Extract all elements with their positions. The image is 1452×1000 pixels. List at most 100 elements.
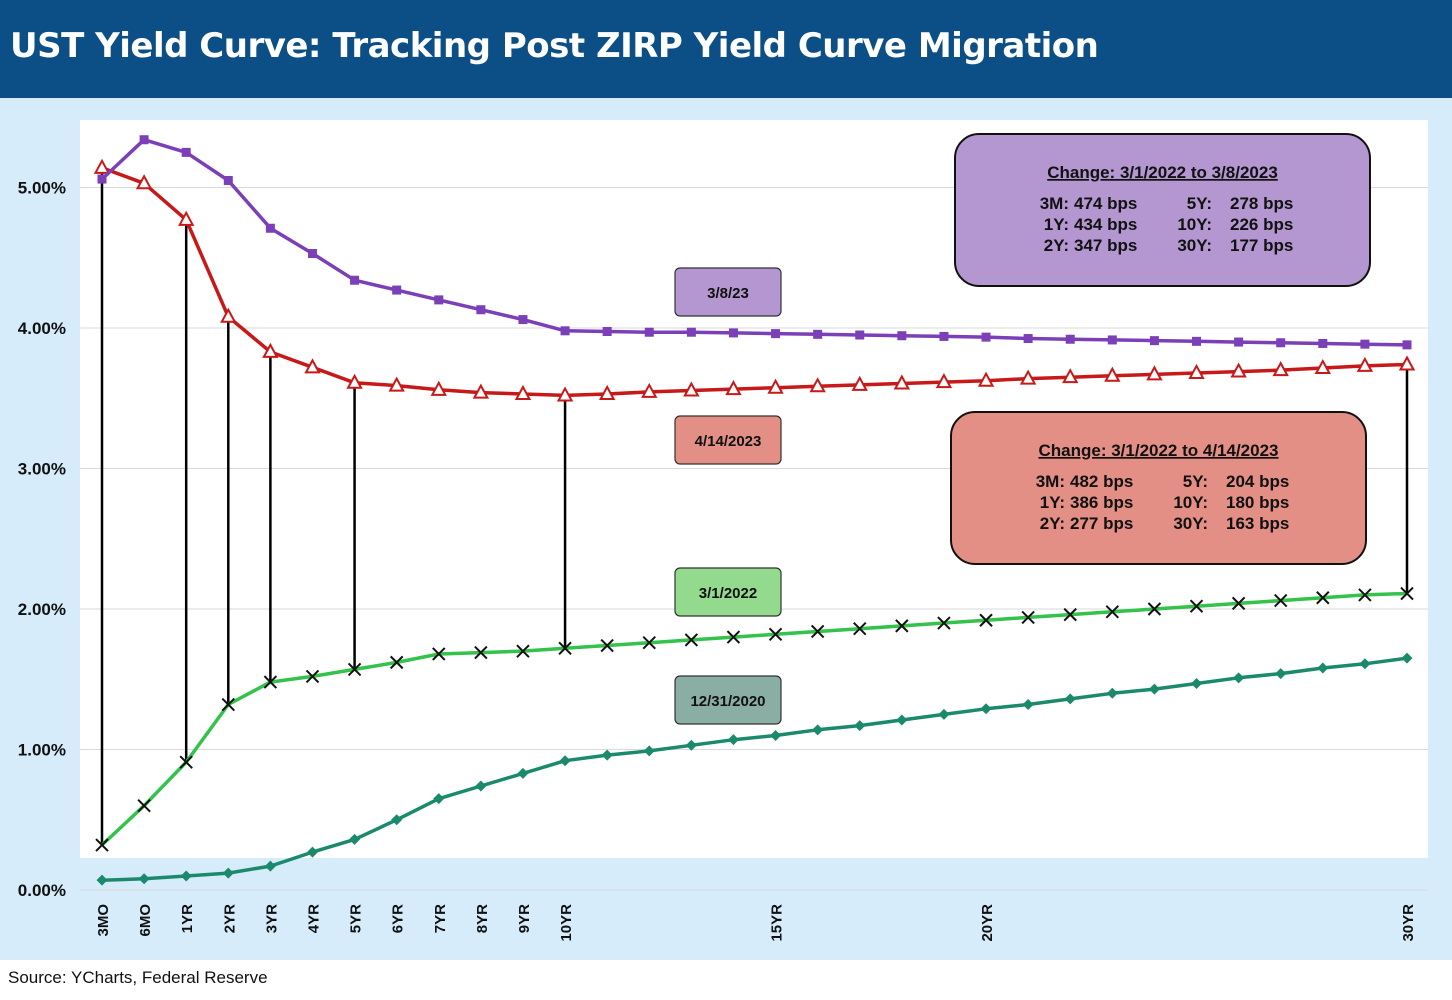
x-tick-label: 4YR: [305, 904, 322, 933]
series-line: [100, 137, 1408, 347]
data-point: [559, 755, 571, 767]
data-point: [1021, 610, 1035, 625]
data-point: [178, 210, 195, 226]
data-point: [1233, 672, 1245, 684]
data-point: [977, 371, 995, 387]
series-labels: 3/8/23 4/14/2023 3/1/2022 12/31/2020: [674, 267, 782, 725]
series-lines: [93, 135, 1416, 886]
data-point: [180, 870, 192, 882]
data-point: [768, 627, 783, 641]
data-point: [979, 613, 993, 627]
data-point: [475, 780, 487, 792]
annotation-value: 226 bps: [1230, 215, 1293, 234]
data-point: [851, 375, 868, 391]
data-point: [518, 315, 528, 325]
data-point: [1402, 340, 1412, 350]
data-point: [980, 703, 992, 715]
data-point: [433, 793, 445, 805]
y-axis-tick-labels: 0.00% 1.00% 2.00% 3.00% 4.00% 5.00%: [18, 179, 66, 901]
data-point: [981, 332, 991, 342]
y-tick-label: 4.00%: [18, 319, 66, 338]
data-point: [1192, 336, 1202, 346]
data-point: [1105, 605, 1120, 619]
x-axis-tick-labels: 3MO 6MO 1YR 2YR 3YR 4YR 5YR 6YR 7YR 8YR 9YR 10YR 15Y…: [95, 904, 1417, 942]
data-point: [135, 174, 153, 190]
series-line: [100, 591, 1408, 847]
data-point: [771, 329, 781, 339]
data-point: [389, 655, 404, 670]
data-point: [642, 636, 656, 650]
x-tick-label: 6YR: [390, 904, 407, 933]
data-point: [1148, 683, 1160, 695]
data-point: [517, 767, 529, 779]
data-point: [1398, 355, 1416, 371]
data-point: [641, 382, 658, 398]
data-point: [937, 616, 951, 630]
data-point: [810, 624, 825, 639]
data-point: [727, 734, 739, 746]
data-point: [391, 814, 403, 826]
annotation-key: 2Y:: [1040, 514, 1065, 533]
data-point: [1191, 677, 1203, 689]
data-point: [349, 833, 361, 845]
annotation-key: 1Y:: [1040, 493, 1065, 512]
data-point: [855, 330, 865, 340]
data-point: [1106, 687, 1118, 699]
change-annotation: Change: 3/1/2022 to 3/8/2023 3M: 474 bps 5Y…: [954, 133, 1371, 287]
data-point: [813, 329, 823, 339]
annotation-value: 180 bps: [1226, 493, 1289, 512]
data-point: [1234, 337, 1244, 347]
data-point: [1062, 368, 1079, 384]
data-point: [726, 630, 741, 644]
data-point: [895, 619, 909, 633]
data-point: [138, 873, 150, 885]
x-tick-label: 30YR: [1400, 904, 1417, 942]
data-point: [1149, 336, 1159, 346]
data-point: [306, 846, 318, 858]
data-point: [602, 327, 612, 337]
data-point: [897, 331, 907, 341]
data-point: [1019, 369, 1037, 385]
x-tick-label: 1YR: [179, 904, 196, 933]
data-point: [1022, 699, 1034, 711]
annotation-value: 386 bps: [1070, 493, 1133, 512]
x-tick-label: 2YR: [221, 904, 238, 933]
series-label: 12/31/2020: [674, 675, 782, 725]
data-point: [1231, 596, 1246, 611]
data-point: [725, 380, 742, 396]
data-point: [1400, 586, 1414, 601]
annotation-title: Change: 3/1/2022 to 4/14/2023: [1038, 441, 1278, 460]
x-tick-label: 9YR: [516, 904, 533, 933]
data-point: [1359, 658, 1371, 670]
yield-curve-chart: 0.00% 1.00% 2.00% 3.00% 4.00% 5.00% 3MO 6MO 1YR…: [18, 120, 1428, 942]
y-tick-label: 5.00%: [18, 179, 66, 198]
annotation-key: 5Y:: [1183, 472, 1208, 491]
data-point: [430, 380, 447, 396]
annotation-key: 3M:: [1040, 194, 1069, 213]
data-point: [265, 223, 275, 233]
svg-text:4/14/2023: 4/14/2023: [695, 433, 762, 450]
data-point: [812, 724, 824, 736]
chart-area: 0.00% 1.00% 2.00% 3.00% 4.00% 5.00% 3MO 6MO 1YR…: [0, 98, 1452, 960]
data-point: [346, 373, 363, 389]
data-point: [93, 158, 111, 174]
y-tick-label: 3.00%: [18, 460, 66, 479]
annotation-value: 434 bps: [1074, 215, 1137, 234]
data-point: [1314, 358, 1331, 375]
data-point: [179, 755, 193, 769]
annotation-value: 347 bps: [1074, 236, 1137, 255]
annotation-value: 163 bps: [1226, 514, 1289, 533]
series-line: [101, 656, 1408, 882]
data-point: [392, 285, 402, 295]
data-point: [1104, 366, 1121, 382]
source-note: Source: YCharts, Federal Reserve: [8, 968, 268, 987]
x-tick-label: 6MO: [137, 904, 154, 937]
data-point: [1064, 693, 1076, 705]
data-point: [1189, 599, 1204, 613]
annotation-value: 204 bps: [1226, 472, 1289, 491]
data-point: [1063, 607, 1077, 622]
data-point: [220, 307, 237, 323]
data-point: [558, 641, 572, 656]
data-point: [683, 381, 700, 397]
data-point: [686, 327, 696, 337]
